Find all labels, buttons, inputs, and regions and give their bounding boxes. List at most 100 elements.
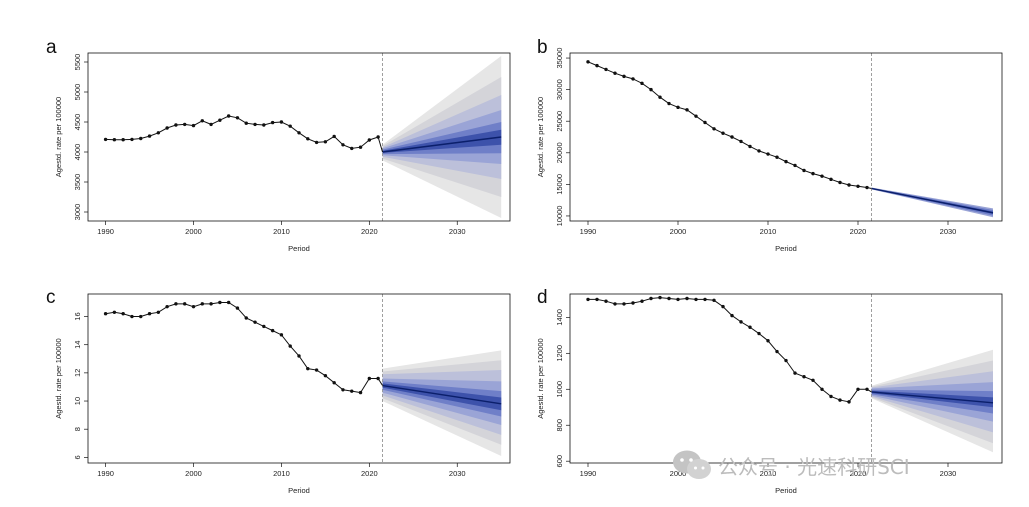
history-point	[847, 183, 851, 187]
history-point	[604, 67, 608, 72]
x-axis-title: Period	[288, 244, 310, 253]
history-point	[640, 299, 644, 303]
forecast-band-20pct	[382, 129, 502, 153]
history-point	[314, 140, 319, 145]
chart-panel-c: c 1990 2000 2010 2020 2030 6 8 10 12 14 16 Period Age…	[46, 287, 511, 495]
history-point	[350, 389, 354, 393]
history-point	[165, 126, 169, 130]
history-point	[712, 127, 716, 131]
history-point	[200, 119, 204, 123]
history-point	[270, 120, 275, 125]
history-point	[367, 138, 372, 142]
history-point	[147, 134, 152, 138]
x-tick-label: 1990	[580, 227, 597, 236]
panel-letter: d	[537, 287, 548, 308]
history-point	[112, 310, 117, 315]
history-point	[279, 333, 284, 337]
history-point	[622, 302, 626, 306]
history-point	[865, 387, 869, 391]
history-point	[165, 304, 169, 309]
history-point	[613, 71, 617, 75]
history-point	[235, 116, 240, 120]
history-point	[147, 312, 152, 316]
history-point	[766, 152, 770, 156]
history-point	[640, 81, 644, 86]
history-point	[367, 376, 372, 381]
y-tick-label: 12	[73, 369, 82, 377]
y-tick-label: 10	[73, 397, 82, 405]
history-point	[847, 400, 851, 404]
y-axis-title: Agestd. rate per 100000	[536, 338, 545, 418]
history-point	[829, 394, 833, 399]
history-point	[838, 398, 842, 402]
history-point	[112, 138, 117, 142]
y-tick-label: 1000	[555, 381, 564, 398]
x-axis-title: Period	[775, 486, 797, 495]
history-point	[139, 136, 143, 141]
plot-frame	[87, 52, 511, 222]
history-point	[856, 184, 860, 188]
y-tick-label: 16	[73, 312, 82, 320]
history-point	[586, 297, 590, 302]
history-point	[323, 373, 328, 378]
history-point	[793, 371, 797, 375]
y-tick-label: 20000	[555, 142, 564, 163]
history-point	[270, 328, 275, 333]
history-point	[209, 122, 213, 127]
y-tick-label: 25000	[555, 111, 564, 132]
history-point	[802, 168, 806, 173]
history-point	[376, 376, 380, 381]
chart-panel-a: a 1990 2000 2010 2020 2030 3000 3500 4000 4500 500…	[46, 37, 511, 253]
history-point	[130, 137, 134, 142]
history-point	[811, 171, 815, 176]
history-point	[604, 299, 608, 303]
history-point	[350, 146, 354, 151]
history-point	[253, 122, 257, 127]
history-point	[820, 387, 824, 391]
y-tick-label: 4500	[73, 114, 82, 131]
x-tick-label: 2000	[185, 469, 202, 478]
history-point	[613, 302, 617, 306]
history-point	[784, 159, 788, 164]
history-point	[288, 344, 292, 348]
y-tick-label: 5500	[73, 54, 82, 71]
history-point	[721, 131, 725, 135]
history-point	[297, 354, 301, 358]
history-point	[793, 163, 797, 168]
wechat-icon	[673, 450, 711, 479]
panel-letter: c	[46, 287, 56, 308]
history-point	[376, 135, 380, 139]
history-line	[105, 301, 383, 394]
x-tick-label: 2020	[850, 469, 867, 478]
history-point	[775, 155, 779, 159]
history-point	[667, 296, 671, 301]
history-point	[775, 349, 779, 354]
history-point	[703, 297, 707, 302]
history-point	[739, 320, 743, 324]
history-point	[244, 316, 248, 320]
history-point	[183, 122, 187, 127]
chart-panel-d: d 1990 2000 2010 2020 2030 600 800 1000 1200 1400 P…	[536, 287, 1003, 495]
history-point	[121, 312, 125, 316]
x-tick-label: 1990	[97, 227, 114, 236]
history-point	[244, 121, 248, 125]
x-tick-label: 2030	[449, 227, 466, 236]
history-point	[685, 108, 689, 112]
history-point	[358, 390, 363, 395]
panel-letter: a	[46, 37, 57, 58]
history-point	[694, 297, 698, 302]
history-point	[631, 301, 635, 305]
y-tick-label: 30000	[555, 79, 564, 100]
history-point	[130, 314, 134, 319]
history-point	[748, 325, 752, 329]
y-tick-label: 1400	[555, 309, 564, 326]
history-point	[358, 145, 363, 149]
x-tick-label: 2020	[361, 469, 378, 478]
history-point	[191, 304, 196, 309]
history-point	[306, 137, 310, 141]
history-point	[226, 300, 231, 305]
forecast-mean-line	[871, 391, 994, 404]
y-axis-title: Agestd. rate per 100000	[54, 97, 63, 177]
history-point	[341, 388, 345, 392]
